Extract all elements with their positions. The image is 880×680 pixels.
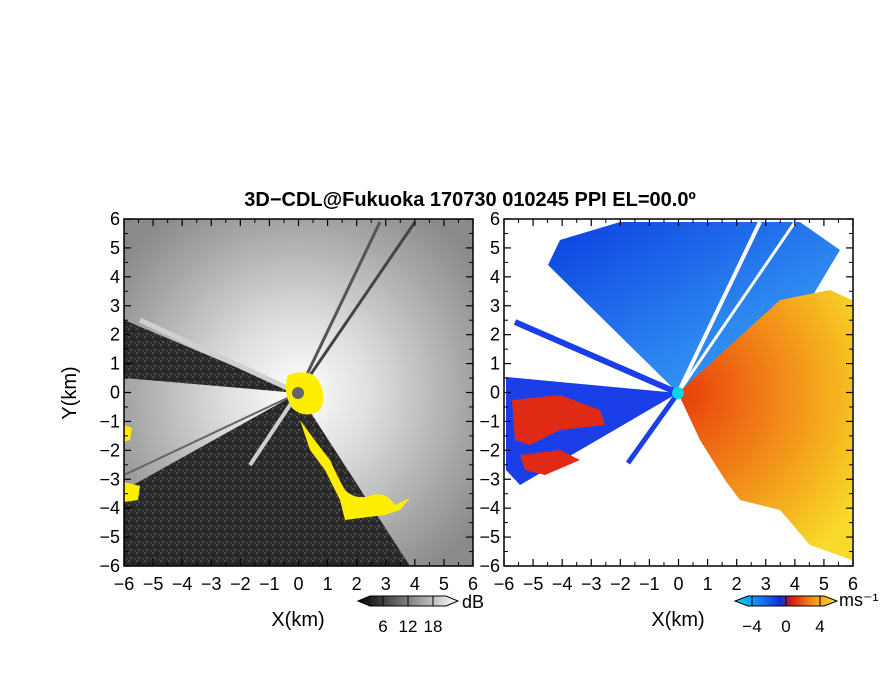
right-positive-sector — [678, 290, 852, 560]
left-ytick-label: 4 — [110, 267, 120, 287]
right-center-marker — [672, 387, 684, 399]
reflectivity-colorbar-ticks: 6 12 18 — [378, 596, 442, 636]
right-ytick-label: −5 — [479, 527, 500, 547]
left-ytick-label: 0 — [110, 383, 120, 403]
left-ytick-label: −3 — [99, 469, 120, 489]
figure-title: 3D−CDL@Fukuoka 170730 010245 PPI EL=00.0… — [244, 189, 696, 211]
right-narrow-beam — [513, 319, 680, 396]
left-ytick-label: −4 — [99, 498, 120, 518]
right-gap-ray-2 — [676, 221, 797, 394]
left-highlight-west — [124, 425, 140, 502]
left-blocked-ray — [296, 221, 382, 394]
right-ytick-label: 0 — [490, 383, 500, 403]
left-ytick-label: 2 — [110, 325, 120, 345]
velocity-colorbar: −4 0 4 ms⁻¹ — [733, 590, 879, 636]
velocity-colorbar-tick-label: 0 — [781, 617, 790, 636]
right-xtick-label: 5 — [819, 574, 829, 594]
right-xtick-label: 6 — [848, 574, 858, 594]
left-xtick-label: 2 — [352, 574, 362, 594]
left-xtick-label: 0 — [293, 574, 303, 594]
right-narrow-beam-2 — [625, 391, 681, 465]
left-ytick-label: −6 — [99, 556, 120, 576]
left-highlight-center — [285, 372, 324, 415]
reflectivity-colorbar-tick-label: 18 — [424, 617, 443, 636]
reflectivity-colorbar-unit: dB — [462, 592, 484, 612]
left-ytick-label: −2 — [99, 440, 120, 460]
left-xtick-label: −1 — [259, 574, 280, 594]
right-ytick-label: −2 — [479, 440, 500, 460]
right-ytick-label: 5 — [490, 238, 500, 258]
velocity-colorbar-unit: ms⁻¹ — [839, 590, 879, 610]
right-ytick-label: 2 — [490, 325, 500, 345]
left-ytick-label: 5 — [110, 238, 120, 258]
right-ytick-label: 3 — [490, 296, 500, 316]
right-xlabel: X(km) — [651, 609, 704, 631]
left-xtick-label: 1 — [323, 574, 333, 594]
left-highlight-edge — [300, 420, 410, 520]
right-ytick-label: −4 — [479, 498, 500, 518]
left-xtick-label: 5 — [439, 574, 449, 594]
left-xtick-label: 6 — [468, 574, 478, 594]
right-ytick-label: −6 — [479, 556, 500, 576]
right-ytick-label: 1 — [490, 354, 500, 374]
right-xtick-label: −1 — [639, 574, 660, 594]
right-xtick-label: 2 — [732, 574, 742, 594]
left-xtick-label: −4 — [172, 574, 193, 594]
reflectivity-colorbar-tick-label: 12 — [399, 617, 418, 636]
right-xtick-label: 3 — [761, 574, 771, 594]
left-xtick-label: −6 — [114, 574, 135, 594]
left-xtick-label: 3 — [381, 574, 391, 594]
right-xtick-label: 1 — [703, 574, 713, 594]
reflectivity-colorbar-tick-label: 6 — [378, 617, 387, 636]
right-xtick-label: 4 — [790, 574, 800, 594]
right-ytick-label: 6 — [490, 209, 500, 229]
left-ytick-label: −5 — [99, 527, 120, 547]
right-xtick-label: −3 — [581, 574, 602, 594]
left-blocked-ray-3 — [124, 392, 299, 476]
right-gap-ray — [676, 221, 762, 394]
right-xtick-label: −5 — [523, 574, 544, 594]
right-ytick-label: 4 — [490, 267, 500, 287]
left-xtick-label: −5 — [143, 574, 164, 594]
left-ytick-label: 1 — [110, 354, 120, 374]
left-ytick-label: 6 — [110, 209, 120, 229]
left-xtick-label: 4 — [410, 574, 420, 594]
left-ylabel: Y(km) — [59, 366, 81, 419]
left-center-marker — [292, 387, 304, 399]
velocity-colorbar-ticks: −4 0 4 — [742, 596, 825, 636]
right-xtick-label: −2 — [610, 574, 631, 594]
right-xtick-label: 0 — [673, 574, 683, 594]
left-blocked-ray-2 — [296, 221, 417, 394]
left-xtick-label: −2 — [230, 574, 251, 594]
left-beam-streak-2 — [248, 391, 300, 467]
right-ytick-label: −1 — [479, 411, 500, 431]
left-xtick-label: −3 — [201, 574, 222, 594]
left-ytick-label: −1 — [99, 411, 120, 431]
left-panel-image — [124, 219, 473, 566]
right-xtick-label: −6 — [494, 574, 515, 594]
right-west-red-patches — [512, 395, 605, 475]
right-xtick-label: −4 — [552, 574, 573, 594]
velocity-colorbar-tick-label: −4 — [742, 617, 761, 636]
left-ytick-label: 3 — [110, 296, 120, 316]
right-ytick-label: −3 — [479, 469, 500, 489]
right-panel-image — [504, 219, 853, 566]
velocity-colorbar-tick-label: 4 — [815, 617, 824, 636]
reflectivity-colorbar: 6 12 18 dB — [356, 592, 484, 636]
left-beam-streak — [138, 317, 300, 396]
left-xlabel: X(km) — [271, 609, 324, 631]
